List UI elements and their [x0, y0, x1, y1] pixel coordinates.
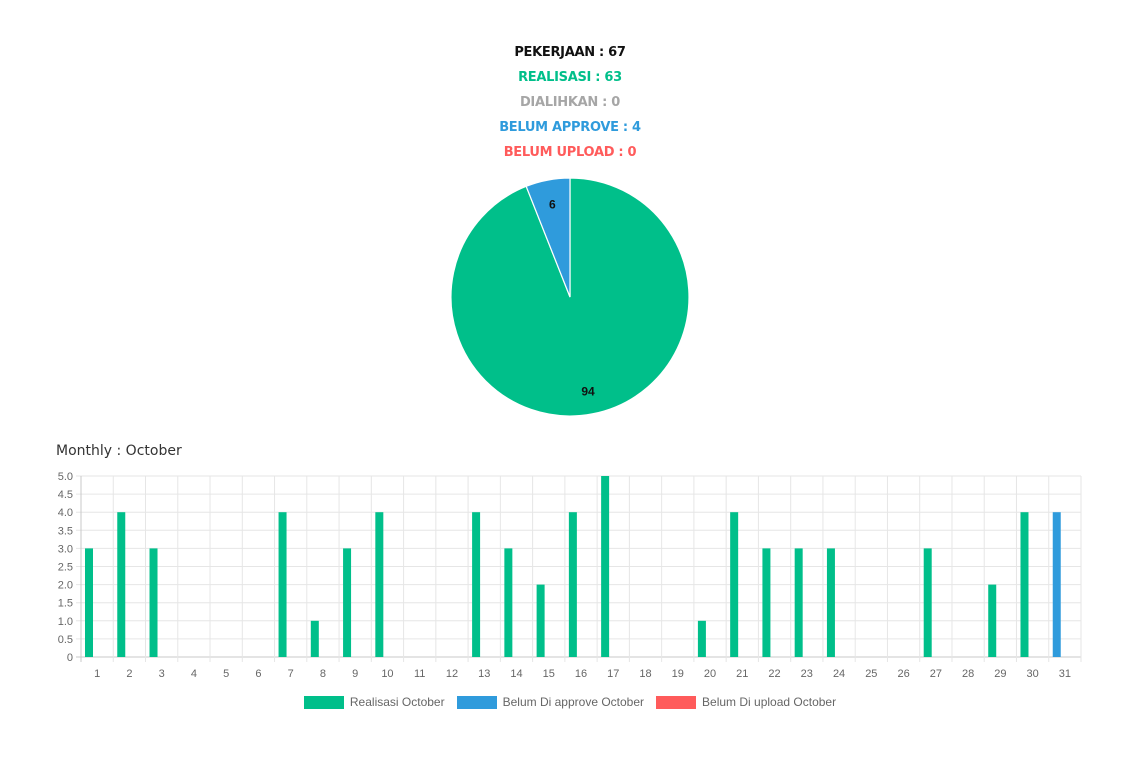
bar-realisasi-october-16[interactable] — [568, 512, 577, 657]
y-tick-label: 4.0 — [58, 507, 73, 519]
pie-slice-1[interactable] — [450, 177, 690, 417]
y-tick-label: 4.5 — [58, 489, 73, 501]
monthly-title: Monthly : October — [56, 443, 182, 459]
bar-realisasi-october-14[interactable] — [504, 548, 513, 657]
pie-chart: 94 6 — [450, 177, 690, 417]
y-tick-label: 0.5 — [58, 634, 73, 646]
x-tick-label: 19 — [672, 668, 684, 680]
legend-label-realisasi: Realisasi October — [349, 695, 445, 709]
realisasi-count: REALISASI : 63 — [518, 70, 622, 85]
bar-realisasi-october-20[interactable] — [697, 620, 706, 657]
summary-stats: PEKERJAAN : 67 REALISASI : 63 DIALIHKAN … — [0, 40, 1140, 165]
y-tick-label: 2.5 — [58, 562, 73, 574]
bar-realisasi-october-29[interactable] — [988, 584, 997, 657]
pie-label-1: 94 — [581, 385, 595, 399]
bar-realisasi-october-15[interactable] — [536, 584, 545, 657]
bar-realisasi-october-9[interactable] — [343, 548, 352, 657]
x-tick-label: 21 — [736, 668, 748, 680]
bar-realisasi-october-3[interactable] — [149, 548, 158, 657]
legend-label-belum-approve: Belum Di approve October — [502, 695, 645, 709]
belum-approve-count: BELUM APPROVE : 4 — [499, 120, 641, 135]
x-tick-label: 6 — [255, 668, 261, 680]
bar-realisasi-october-24[interactable] — [826, 548, 835, 657]
bar-realisasi-october-21[interactable] — [730, 512, 739, 657]
x-tick-label: 31 — [1059, 668, 1071, 680]
pie-label-2: 6 — [549, 198, 556, 212]
x-tick-label: 12 — [446, 668, 458, 680]
x-tick-label: 28 — [962, 668, 974, 680]
pekerjaan-count: PEKERJAAN : 67 — [514, 45, 626, 60]
bar-realisasi-october-10[interactable] — [375, 512, 384, 657]
x-tick-label: 8 — [320, 668, 326, 680]
y-tick-label: 2.0 — [58, 580, 73, 592]
belum-upload-count: BELUM UPLOAD : 0 — [503, 145, 637, 160]
y-tick-label: 1.0 — [58, 616, 73, 628]
x-tick-label: 23 — [801, 668, 813, 680]
legend-item-belum-upload[interactable]: Belum Di upload October — [656, 695, 836, 709]
x-tick-label: 22 — [768, 668, 780, 680]
y-tick-label: 3.5 — [58, 525, 73, 537]
y-tick-label: 0 — [67, 652, 73, 664]
bar-realisasi-october-13[interactable] — [472, 512, 481, 657]
x-tick-label: 30 — [1026, 668, 1038, 680]
x-tick-label: 11 — [414, 668, 425, 680]
bar-belum-di-approve-october-31[interactable] — [1052, 512, 1061, 657]
x-tick-label: 3 — [159, 668, 165, 680]
x-tick-label: 14 — [510, 668, 522, 680]
y-tick-label: 3.0 — [58, 543, 73, 555]
bar-chart: 00.51.01.52.02.53.03.54.04.55.01 2 3 4 5 6 7 8 9… — [58, 471, 1082, 680]
x-tick-label: 20 — [704, 668, 716, 680]
chart-legend: Realisasi October Belum Di approve Octob… — [0, 695, 1140, 709]
legend-swatch-realisasi — [303, 695, 344, 709]
x-tick-label: 26 — [897, 668, 909, 680]
x-tick-label: 15 — [543, 668, 555, 680]
x-tick-label: 4 — [191, 668, 197, 680]
x-tick-label: 5 — [223, 668, 229, 680]
x-tick-label: 10 — [381, 668, 393, 680]
x-tick-label: 7 — [288, 668, 294, 680]
x-tick-label: 9 — [352, 668, 358, 680]
x-tick-label: 16 — [575, 668, 587, 680]
legend-label-belum-upload: Belum Di upload October — [702, 695, 837, 709]
x-tick-label: 24 — [833, 668, 845, 680]
bar-realisasi-october-22[interactable] — [762, 548, 771, 657]
bar-realisasi-october-2[interactable] — [117, 512, 126, 657]
x-tick-label: 17 — [607, 668, 619, 680]
x-tick-label: 29 — [994, 668, 1006, 680]
legend-item-realisasi[interactable]: Realisasi October — [303, 695, 445, 709]
bar-realisasi-october-8[interactable] — [310, 620, 319, 657]
x-tick-label: 18 — [639, 668, 651, 680]
x-tick-label: 13 — [478, 668, 490, 680]
legend-swatch-belum-upload — [656, 695, 697, 709]
bar-realisasi-october-27[interactable] — [923, 548, 932, 657]
dialihkan-count: DIALIHKAN : 0 — [519, 95, 621, 110]
bar-realisasi-october-17[interactable] — [601, 476, 610, 657]
bar-realisasi-october-7[interactable] — [278, 512, 287, 657]
y-tick-label: 1.5 — [58, 598, 73, 610]
x-tick-label: 25 — [865, 668, 877, 680]
legend-swatch-belum-approve — [456, 695, 497, 709]
bar-realisasi-october-30[interactable] — [1020, 512, 1029, 657]
pie-slice-2[interactable] — [525, 177, 571, 298]
y-tick-label: 5.0 — [58, 471, 73, 483]
x-tick-label: 27 — [930, 668, 942, 680]
x-tick-label: 1 — [94, 668, 100, 680]
x-tick-label: 2 — [126, 668, 132, 680]
bar-realisasi-october-23[interactable] — [794, 548, 803, 657]
legend-item-belum-approve[interactable]: Belum Di approve October — [456, 695, 645, 709]
bar-realisasi-october-1[interactable] — [85, 548, 93, 657]
